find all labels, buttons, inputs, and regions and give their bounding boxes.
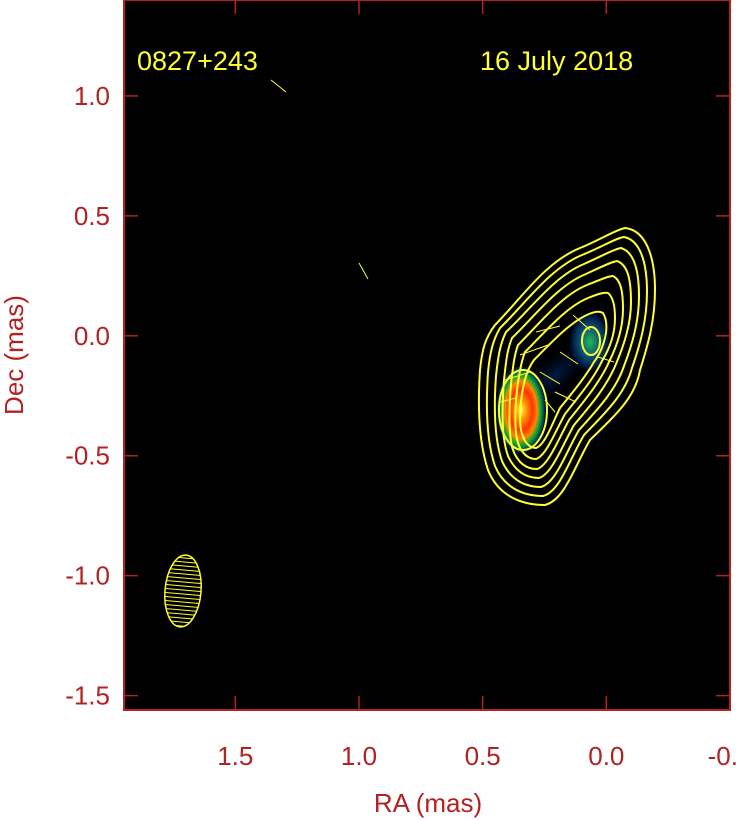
x-tick-label: 0.5 <box>465 741 501 771</box>
y-tick-label: 0.0 <box>74 321 110 351</box>
polarization-vector <box>358 262 369 280</box>
x-tick-label: -0.5 <box>708 741 736 771</box>
contour-level <box>501 259 633 480</box>
polarization-vector <box>504 371 531 381</box>
polarization-vector <box>519 344 549 356</box>
restoring-beam-fill <box>164 554 202 628</box>
polarization-vectors <box>270 79 615 413</box>
y-ticks: 1.0 0.5 0.0 -0.5 -1.0 -1.5 <box>65 81 730 711</box>
polarization-vector <box>535 325 561 333</box>
contour-level <box>581 326 601 356</box>
observation-date-label: 16 July 2018 <box>480 46 633 76</box>
x-tick-label: 1.0 <box>341 741 377 771</box>
contour-level <box>493 246 641 489</box>
x-tick-label: 1.5 <box>217 741 253 771</box>
contour-level <box>508 274 625 471</box>
y-axis-title: Dec (mas) <box>0 295 29 415</box>
polarization-vector <box>539 371 561 385</box>
y-tick-label: -1.5 <box>65 681 110 711</box>
x-axis-title: RA (mas) <box>374 788 482 818</box>
polarization-vector <box>559 351 579 365</box>
polarization-vector <box>270 79 287 93</box>
polarization-vector <box>572 314 591 331</box>
polarization-vector <box>597 356 615 363</box>
restoring-beam <box>164 554 202 628</box>
contours <box>477 226 657 507</box>
source-name-label: 0827+243 <box>137 46 258 76</box>
x-ticks: 1.5 1.0 0.5 0.0 -0.5 <box>217 0 736 771</box>
contour-level <box>485 235 649 498</box>
contour-level <box>514 291 617 461</box>
polarization-vector <box>554 391 577 403</box>
contour-level <box>498 369 548 451</box>
plot-frame <box>123 0 731 711</box>
y-tick-label: -0.5 <box>65 441 110 471</box>
plot-background <box>124 0 730 710</box>
polarization-vector <box>544 399 556 413</box>
y-tick-label: 0.5 <box>74 201 110 231</box>
contour-level <box>477 226 657 507</box>
x-tick-label: 0.0 <box>588 741 624 771</box>
y-tick-label: 1.0 <box>74 81 110 111</box>
polarization-vector <box>499 397 517 403</box>
y-tick-label: -1.0 <box>65 561 110 591</box>
contour-level <box>519 310 608 450</box>
